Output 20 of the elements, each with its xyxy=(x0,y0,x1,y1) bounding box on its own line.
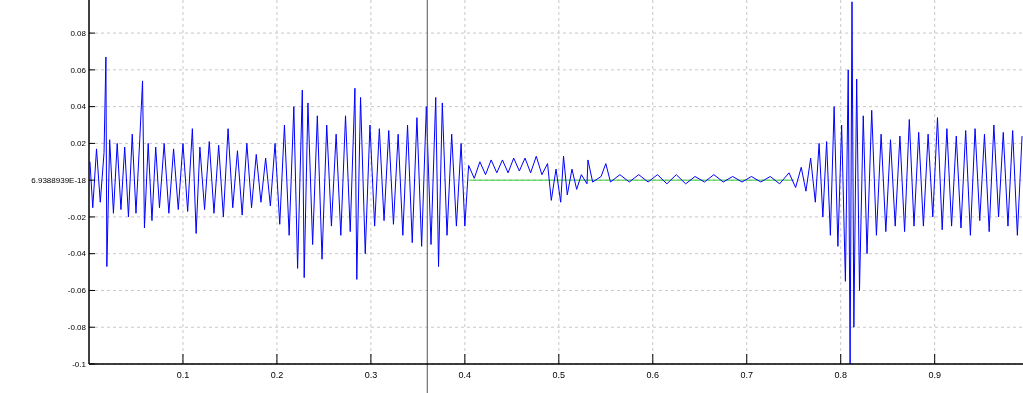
y-tick-label: -0.06 xyxy=(67,286,87,296)
y-tick-label: 6.9388939E-18 xyxy=(31,175,87,185)
x-tick-label: 0.4 xyxy=(458,370,472,380)
y-tick-label: 0.08 xyxy=(70,28,87,38)
x-tick-label: 0.7 xyxy=(740,370,753,380)
y-tick-label: -0.1 xyxy=(72,359,87,369)
x-tick-label: 0.5 xyxy=(552,370,566,380)
x-tick-label: 0.8 xyxy=(834,370,847,380)
y-tick-label: 0.04 xyxy=(70,102,87,112)
y-tick-label: -0.04 xyxy=(67,249,87,259)
y-tick-label: 0.02 xyxy=(70,139,87,149)
y-tick-label: -0.02 xyxy=(67,212,87,222)
x-tick-label: 0.9 xyxy=(928,370,941,380)
line-series xyxy=(89,1,1023,365)
y-tick-label: -0.08 xyxy=(67,323,87,333)
y-tick-label: 0.06 xyxy=(70,65,87,75)
x-tick-label: 0.1 xyxy=(176,370,190,380)
x-tick-label: 0.6 xyxy=(646,370,660,380)
x-tick-label: 0.2 xyxy=(270,370,284,380)
x-tick-label: 0.3 xyxy=(364,370,378,380)
